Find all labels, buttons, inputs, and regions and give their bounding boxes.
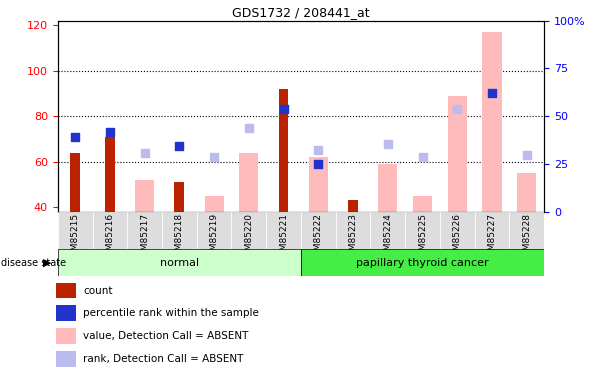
Text: ▶: ▶ [43,258,52,267]
Text: GSM85224: GSM85224 [383,213,392,262]
Bar [232,212,266,249]
Bar [309,157,328,212]
Bar [204,196,224,212]
Bar [55,305,75,321]
Text: rank, Detection Call = ABSENT: rank, Detection Call = ABSENT [83,354,243,364]
Bar [483,32,502,212]
Point [244,124,254,130]
Bar [348,201,358,212]
Point [487,90,497,96]
Text: GSM85223: GSM85223 [348,213,358,262]
Bar [413,196,432,212]
Bar [58,212,92,249]
Point [522,152,531,158]
Point [105,129,115,135]
Bar [55,283,75,298]
Text: GSM85227: GSM85227 [488,213,497,262]
Text: GSM85220: GSM85220 [244,213,254,262]
Point [383,141,393,147]
Bar [336,212,370,249]
Text: GSM85216: GSM85216 [105,213,114,262]
Bar [197,212,232,249]
Text: GSM85225: GSM85225 [418,213,427,262]
Bar [301,249,544,276]
Bar [475,212,510,249]
Point [452,106,462,112]
Point [209,154,219,160]
Text: GSM85228: GSM85228 [522,213,531,262]
Text: GSM85218: GSM85218 [175,213,184,262]
Text: GSM85221: GSM85221 [279,213,288,262]
Bar [58,249,301,276]
Point [278,106,288,112]
Bar [378,164,398,212]
Text: count: count [83,285,112,296]
Bar [55,351,75,367]
Bar [55,328,75,344]
Bar [440,212,475,249]
Text: percentile rank within the sample: percentile rank within the sample [83,308,259,318]
Point [314,147,323,153]
Text: disease state: disease state [1,258,66,267]
Point [174,143,184,149]
Text: GSM85226: GSM85226 [453,213,462,262]
Bar [127,212,162,249]
Text: GSM85217: GSM85217 [140,213,149,262]
Bar [301,212,336,249]
Bar [510,212,544,249]
Point [71,134,80,140]
Text: GSM85219: GSM85219 [210,213,219,262]
Text: GSM85222: GSM85222 [314,213,323,262]
Bar [278,89,288,212]
Bar [92,212,127,249]
Point [418,154,427,160]
Bar [240,153,258,212]
Point [140,150,150,156]
Bar [370,212,405,249]
Bar [447,96,467,212]
Text: papillary thyroid cancer: papillary thyroid cancer [356,258,489,267]
Bar [71,153,80,212]
Bar [517,173,536,212]
Bar [266,212,301,249]
Bar [405,212,440,249]
Point [314,161,323,167]
Text: normal: normal [160,258,199,267]
Bar [162,212,197,249]
Title: GDS1732 / 208441_at: GDS1732 / 208441_at [232,6,370,20]
Bar [135,180,154,212]
Text: value, Detection Call = ABSENT: value, Detection Call = ABSENT [83,331,248,341]
Bar [105,137,115,212]
Bar [174,182,184,212]
Text: GSM85215: GSM85215 [71,213,80,262]
